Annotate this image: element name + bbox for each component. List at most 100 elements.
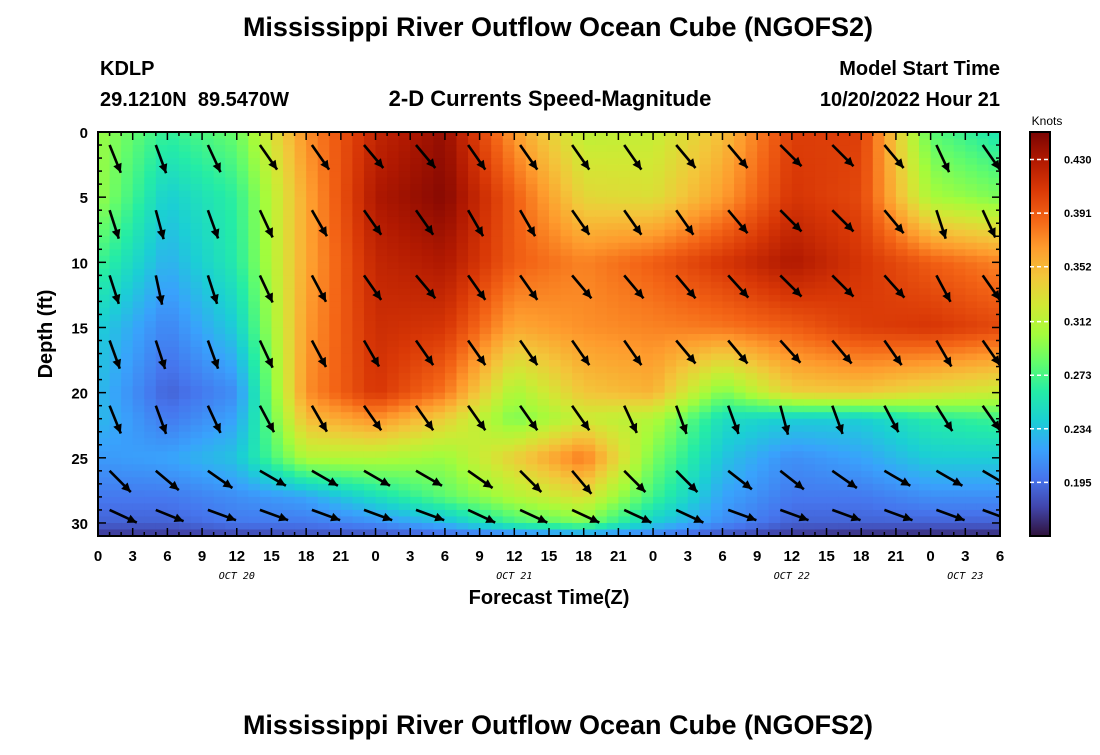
heatmap-cell <box>896 380 908 387</box>
heatmap-cell <box>225 412 237 419</box>
heatmap-cell <box>202 321 214 328</box>
heatmap-cell <box>295 425 307 432</box>
heatmap-cell <box>341 210 353 217</box>
heatmap-cell <box>815 236 827 243</box>
heatmap-cell <box>780 132 792 139</box>
heatmap-cell <box>607 210 619 217</box>
heatmap-cell <box>630 490 642 497</box>
heatmap-cell <box>341 243 353 250</box>
heatmap-cell <box>503 445 515 452</box>
heatmap-cell <box>133 282 145 289</box>
heatmap-cell <box>341 477 353 484</box>
heatmap-cell <box>630 438 642 445</box>
heatmap-cell <box>815 275 827 282</box>
heatmap-cell <box>665 367 677 374</box>
heatmap-cell <box>410 165 422 172</box>
heatmap-cell <box>156 484 168 491</box>
heatmap-cell <box>884 184 896 191</box>
heatmap-cell <box>734 464 746 471</box>
heatmap-cell <box>873 458 885 465</box>
heatmap-cell <box>595 373 607 380</box>
heatmap-cell <box>191 354 203 361</box>
heatmap-cell <box>237 490 249 497</box>
heatmap-cell <box>803 191 815 198</box>
heatmap-cell <box>237 236 249 243</box>
heatmap-cell <box>399 210 411 217</box>
heatmap-cell <box>734 438 746 445</box>
heatmap-cell <box>861 341 873 348</box>
heatmap-cell <box>156 497 168 504</box>
heatmap-cell <box>110 490 122 497</box>
heatmap-cell <box>711 288 723 295</box>
heatmap-cell <box>364 139 376 146</box>
heatmap-cell <box>133 497 145 504</box>
heatmap-cell <box>167 217 179 224</box>
heatmap-cell <box>873 497 885 504</box>
heatmap-cell <box>642 458 654 465</box>
heatmap-cell <box>202 191 214 198</box>
heatmap-cell <box>618 184 630 191</box>
heatmap-cell <box>861 314 873 321</box>
heatmap-cell <box>433 275 445 282</box>
heatmap-cell <box>642 295 654 302</box>
heatmap-cell <box>896 327 908 334</box>
heatmap-cell <box>618 230 630 237</box>
heatmap-cell <box>792 341 804 348</box>
heatmap-cell <box>237 243 249 250</box>
heatmap-cell <box>503 412 515 419</box>
heatmap-cell <box>642 373 654 380</box>
heatmap-cell <box>260 139 272 146</box>
heatmap-cell <box>954 380 966 387</box>
heatmap-cell <box>757 236 769 243</box>
heatmap-cell <box>665 282 677 289</box>
heatmap-cell <box>734 327 746 334</box>
heatmap-cell <box>630 458 642 465</box>
heatmap-cell <box>318 301 330 308</box>
heatmap-cell <box>815 477 827 484</box>
heatmap-cell <box>271 503 283 510</box>
heatmap-cell <box>977 490 989 497</box>
heatmap-cell <box>144 204 156 211</box>
heatmap-cell <box>526 432 538 439</box>
heatmap-cell <box>815 438 827 445</box>
heatmap-cell <box>665 158 677 165</box>
heatmap-cell <box>653 380 665 387</box>
heatmap-cell <box>283 269 295 276</box>
heatmap-cell <box>214 464 226 471</box>
heatmap-cell <box>456 236 468 243</box>
heatmap-cell <box>156 445 168 452</box>
heatmap-cell <box>642 132 654 139</box>
heatmap-cell <box>561 269 573 276</box>
heatmap-cell <box>931 178 943 185</box>
heatmap-cell <box>873 236 885 243</box>
heatmap-cell <box>167 178 179 185</box>
heatmap-cell <box>954 217 966 224</box>
heatmap-cell <box>954 334 966 341</box>
heatmap-cell <box>584 432 596 439</box>
heatmap-cell <box>133 132 145 139</box>
heatmap-cell <box>399 432 411 439</box>
heatmap-cell <box>642 523 654 530</box>
heatmap-cell <box>734 269 746 276</box>
heatmap-cell <box>225 217 237 224</box>
heatmap-cell <box>676 243 688 250</box>
heatmap-cell <box>179 432 191 439</box>
heatmap-cell <box>271 145 283 152</box>
heatmap-cell <box>260 132 272 139</box>
heatmap-cell <box>422 210 434 217</box>
heatmap-cell <box>699 399 711 406</box>
heatmap-cell <box>919 464 931 471</box>
heatmap-cell <box>410 269 422 276</box>
heatmap-cell <box>618 497 630 504</box>
heatmap-cell <box>399 516 411 523</box>
heatmap-cell <box>549 165 561 172</box>
heatmap-cell <box>329 236 341 243</box>
heatmap-cell <box>699 484 711 491</box>
heatmap-cell <box>387 412 399 419</box>
heatmap-cell <box>491 314 503 321</box>
heatmap-cell <box>561 165 573 172</box>
heatmap-cell <box>907 367 919 374</box>
heatmap-cell <box>144 262 156 269</box>
heatmap-cell <box>491 347 503 354</box>
heatmap-cell <box>352 419 364 426</box>
